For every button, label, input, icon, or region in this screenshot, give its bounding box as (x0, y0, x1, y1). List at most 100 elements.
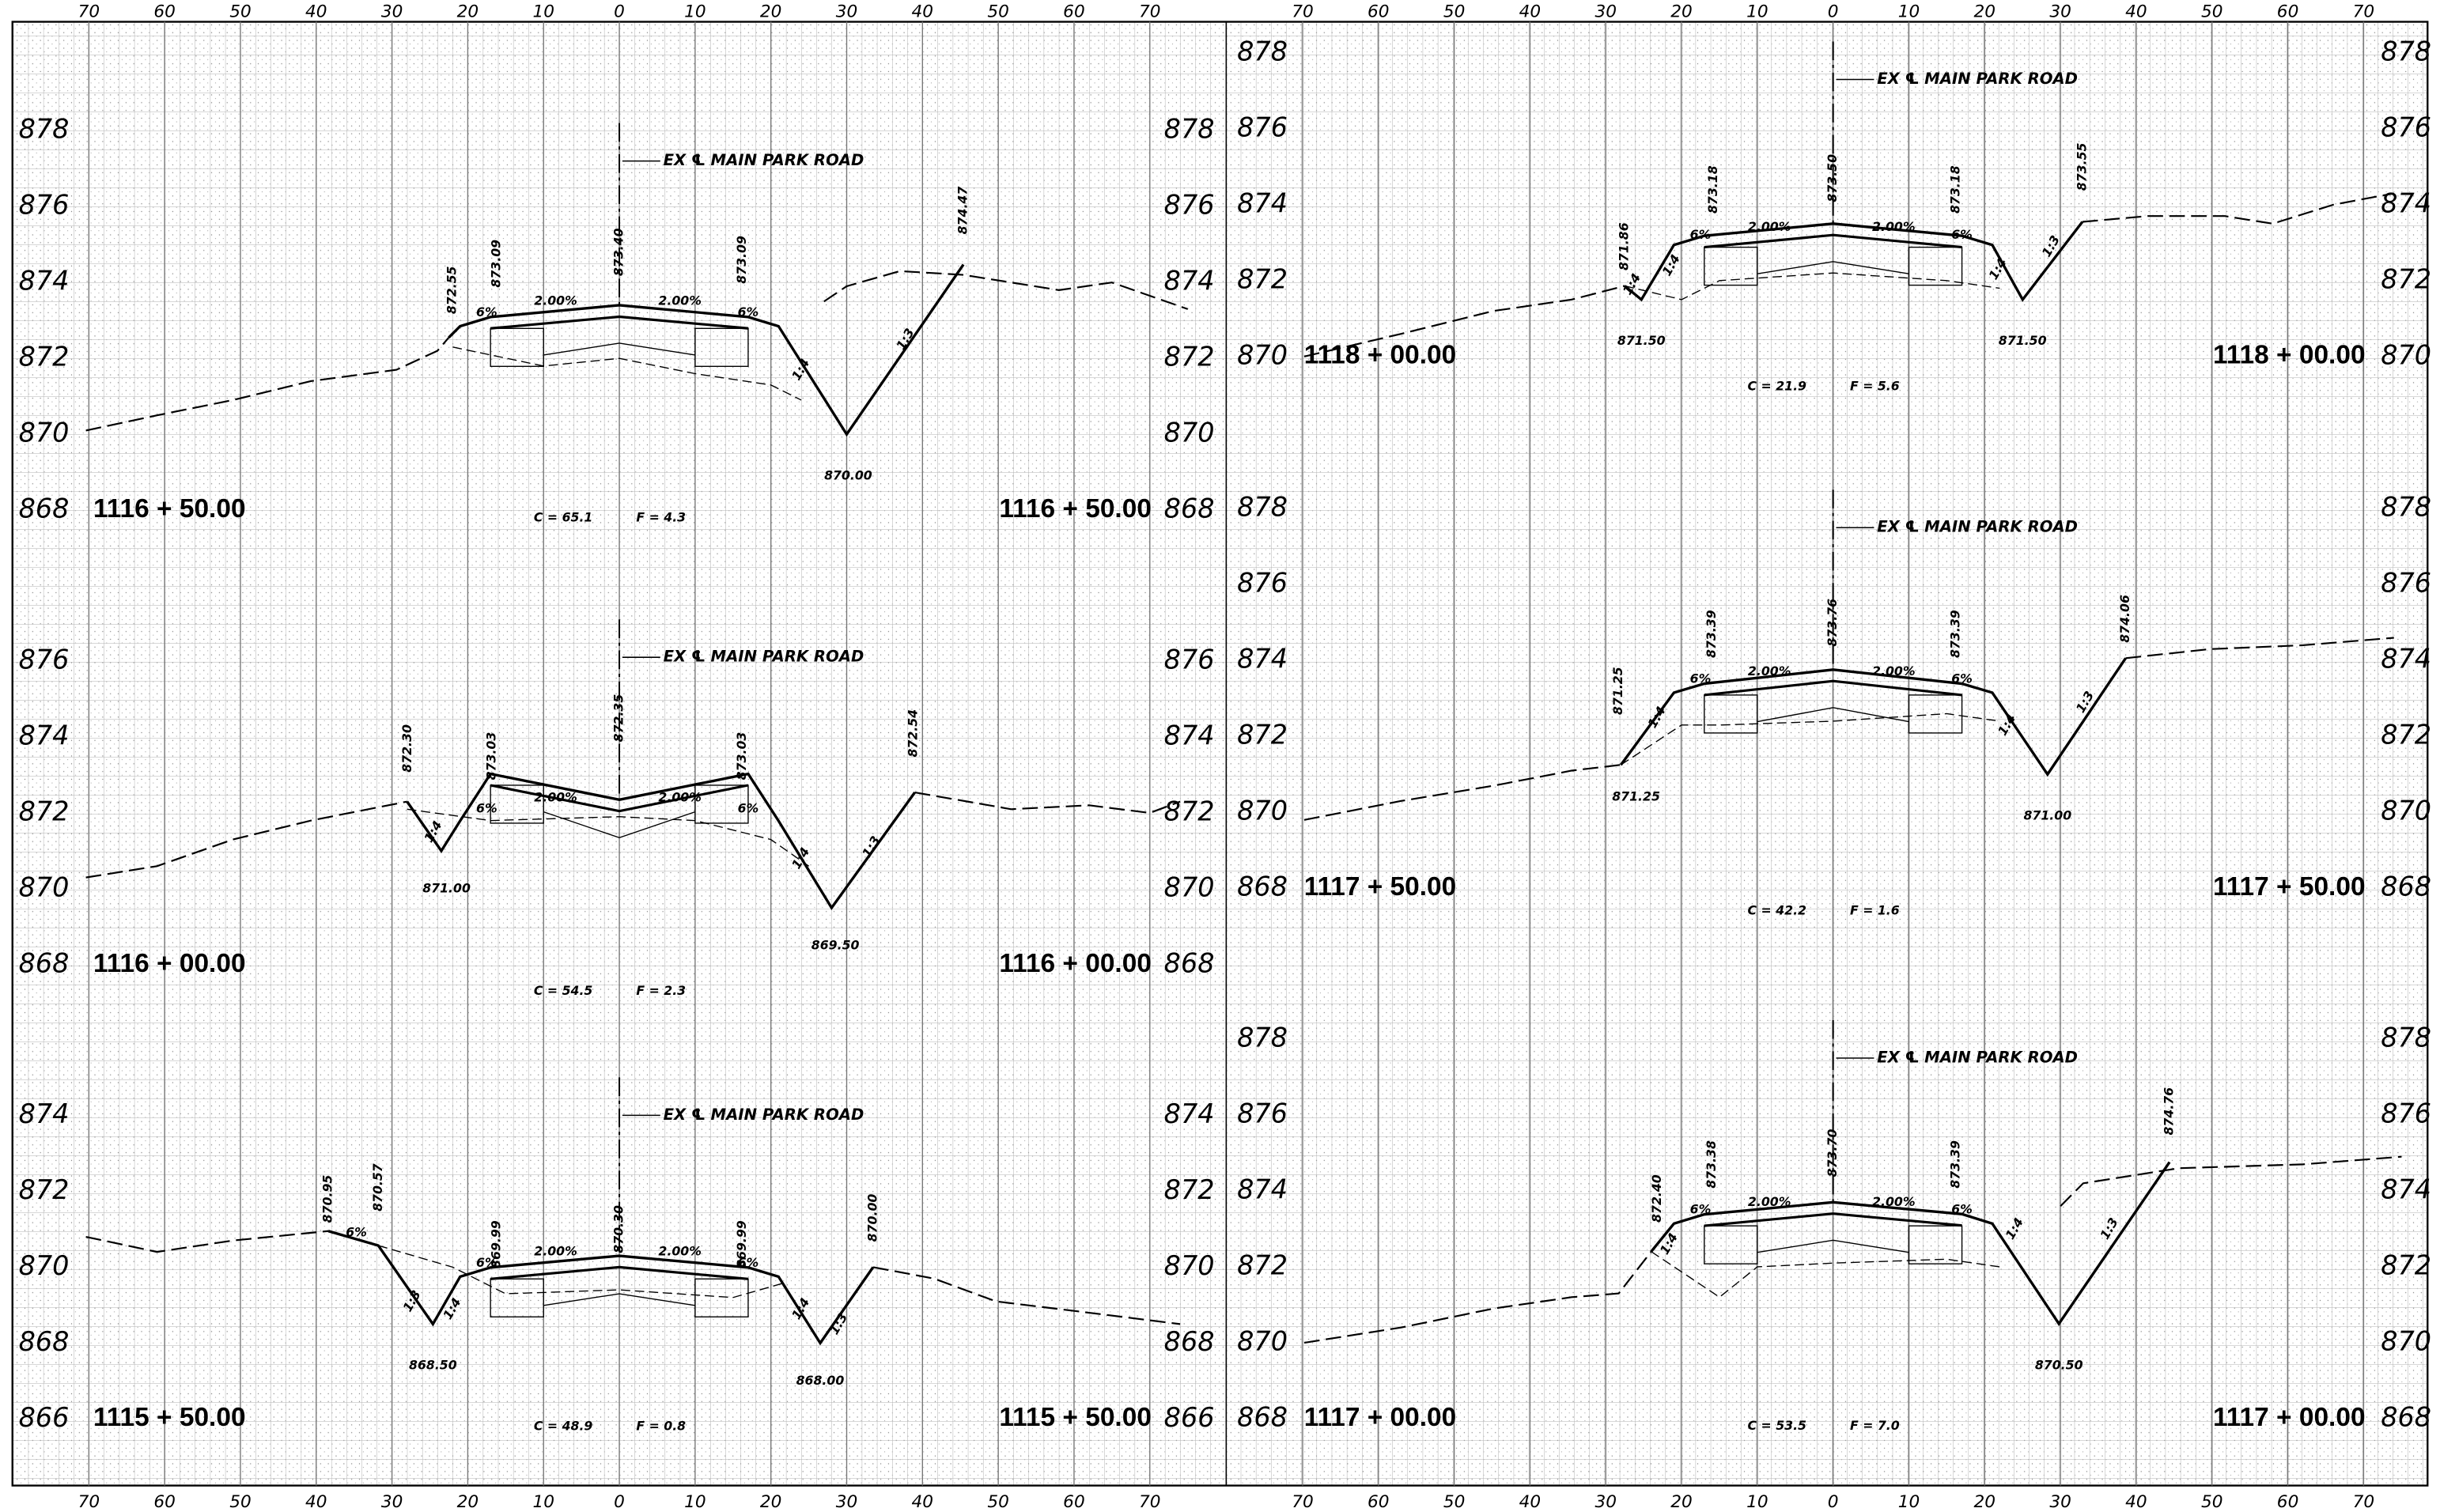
offset-label-bottom: 30 (836, 1492, 858, 1512)
offset-label-top: 10 (532, 2, 554, 22)
callout: 2.00% (534, 789, 577, 804)
elevation-label-left: 872 (1237, 720, 1288, 750)
offset-label-top: 70 (1292, 2, 1314, 22)
elevation-label-left: 870 (19, 871, 70, 902)
existing-ground (1303, 285, 1625, 357)
offset-label-top: 20 (1974, 2, 1996, 22)
elevation-label-left: 878 (1237, 492, 1288, 523)
elevation-label-right: 874 (1164, 720, 1215, 751)
offset-label-top: 70 (78, 2, 100, 22)
elevation-label-right: 872 (2381, 1249, 2431, 1280)
elevation-label-right: 868 (1164, 947, 1215, 978)
callout: 872.54 (905, 709, 920, 758)
callout: 2.00% (658, 789, 702, 804)
elevation-label-right: 878 (1164, 114, 1215, 145)
proposed-template (448, 263, 965, 437)
offset-label-bottom: 40 (1519, 1492, 1542, 1512)
elevation-label-right: 876 (1164, 644, 1215, 675)
station-label-left: 1117 + 50.00 (1304, 872, 1457, 902)
callout: 2.00% (534, 1244, 577, 1259)
elevation-label-left: 872 (1237, 263, 1288, 294)
existing-ground (1303, 764, 1621, 821)
existing-ground (914, 791, 1181, 815)
existing-ground (872, 1266, 1181, 1325)
fine-grid (12, 21, 2428, 1486)
existing-ground (2125, 637, 2394, 660)
existing-ground-under (407, 808, 810, 867)
elevation-label-right: 872 (1164, 1174, 1215, 1205)
offset-label-top: 10 (684, 2, 706, 22)
elevation-label-left: 866 (19, 1402, 70, 1433)
callout: 871.86 (1617, 222, 1632, 270)
elevation-label-right: 874 (1164, 1098, 1215, 1129)
elevation-label-left: 874 (1237, 187, 1288, 218)
elevation-label-left: 876 (1237, 568, 1288, 599)
callout: 873.18 (1947, 165, 1962, 214)
callout: 6% (1690, 1201, 1712, 1216)
offset-label-top: 40 (305, 2, 327, 22)
subbase-box (1704, 1225, 1758, 1264)
elevation-label-left: 870 (1237, 1325, 1288, 1356)
callout: 873.39 (1947, 610, 1962, 658)
offset-label-top: 50 (229, 2, 252, 22)
elevation-label-left: 874 (1237, 644, 1288, 675)
subbase-box (490, 784, 544, 824)
callout: 873.03 (734, 732, 749, 781)
callout: 6% (1951, 1201, 1973, 1216)
offset-label-bottom: 20 (760, 1492, 782, 1512)
subbase-box (1908, 1225, 1963, 1264)
offset-label-top: 30 (1595, 2, 1617, 22)
elevation-label-right: 868 (1164, 1326, 1215, 1357)
callout: 873.40 (611, 228, 626, 276)
offset-label-bottom: 40 (2125, 1492, 2147, 1512)
callout: 870.00 (865, 1194, 880, 1242)
elevation-label-left: 874 (19, 266, 70, 297)
offset-label-bottom: 10 (1746, 1492, 1769, 1512)
elevation-label-right: 876 (2381, 568, 2431, 599)
existing-ground-under (1625, 272, 2000, 301)
existing-ground (823, 270, 1189, 310)
callout: 873.03 (484, 732, 499, 781)
offset-label-top: 20 (1670, 2, 1693, 22)
elevation-label-left: 878 (1237, 1022, 1288, 1053)
elevation-label-left: 868 (19, 947, 70, 978)
station-label-right: 1118 + 00.00 (2213, 341, 2366, 370)
elevation-label-right: 876 (1164, 190, 1215, 221)
cut-quantity: C = 42.2 (1748, 903, 1807, 918)
callout: 868.00 (796, 1373, 845, 1388)
offset-label-top: 10 (1746, 2, 1769, 22)
callout: 871.50 (1617, 333, 1666, 348)
elevation-label-right: 868 (2381, 871, 2431, 902)
callout: 2.00% (1872, 219, 1916, 234)
callout: 874.47 (955, 187, 970, 235)
offset-label-bottom: 50 (1443, 1492, 1466, 1512)
offset-label-bottom: 30 (1595, 1492, 1617, 1512)
elevation-label-right: 868 (2381, 1401, 2431, 1432)
callout: 6% (476, 801, 497, 816)
callout: 2.00% (1748, 219, 1791, 234)
elevation-label-right: 872 (1164, 342, 1215, 372)
elevation-label-right: 870 (1164, 1250, 1215, 1281)
callout: 873.70 (1825, 1129, 1840, 1177)
elevation-label-left: 878 (1237, 36, 1288, 66)
callout: 872.55 (444, 266, 460, 314)
elevation-label-left: 878 (19, 114, 70, 145)
offset-label-top: 0 (1828, 2, 1839, 22)
offset-label-top: 30 (2049, 2, 2071, 22)
elevation-label-right: 872 (2381, 720, 2431, 750)
callout: 2.00% (1748, 663, 1791, 679)
elevation-label-right: 870 (2381, 1325, 2431, 1356)
elevation-label-left: 876 (1237, 1098, 1288, 1129)
elevation-label-right: 874 (2381, 644, 2431, 675)
elevation-label-left: 874 (19, 1098, 70, 1129)
existing-ground (85, 337, 450, 432)
callout: 873.39 (1704, 610, 1719, 658)
subbase-box (694, 327, 749, 367)
callout: 871.25 (1610, 667, 1625, 715)
offset-label-top: 60 (2277, 2, 2299, 22)
callout: 873.39 (1947, 1140, 1962, 1189)
callout: 870.50 (2035, 1357, 2083, 1372)
offset-label-bottom: 20 (1670, 1492, 1693, 1512)
elevation-label-left: 872 (19, 1174, 70, 1205)
